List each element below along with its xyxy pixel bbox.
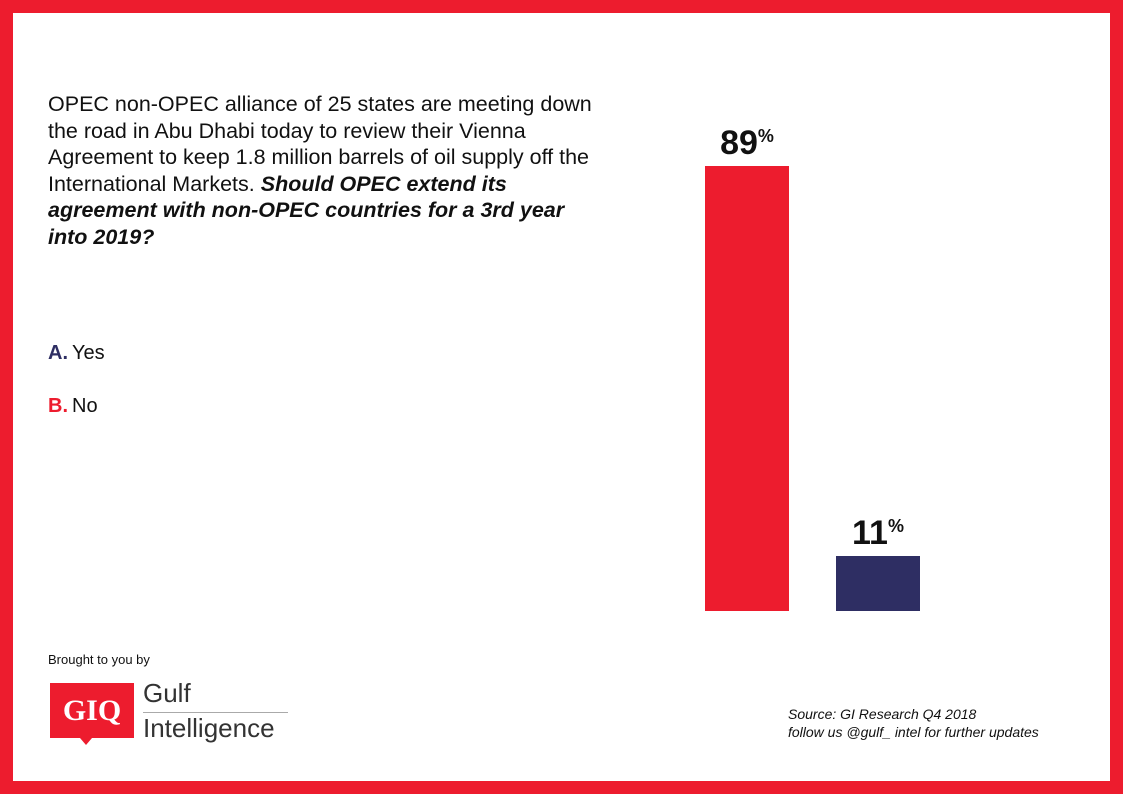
follow-note: follow us @gulf_ intel for further updat… [788, 724, 1039, 740]
question-emphasis: Should OPEC extend its agreement with no… [48, 171, 565, 249]
source: Source: GI Research Q4 2018 [788, 706, 977, 722]
legend-letter: B. [48, 395, 68, 417]
brought-by: Brought to you by [48, 652, 150, 667]
legend-item: B. No [48, 395, 98, 418]
value-label: 89% [720, 124, 774, 162]
question-text: OPEC non-OPEC alliance of 25 states are … [48, 92, 592, 196]
brand-name: Intelligence [143, 713, 275, 743]
question: OPEC non-OPEC alliance of 25 states are … [48, 91, 608, 250]
value-label: 11% [852, 514, 904, 552]
bar [836, 556, 920, 611]
brand-name: Gulf [143, 678, 191, 708]
brand-divider [143, 712, 288, 713]
legend-item: A. Yes [48, 342, 105, 365]
logo: GIQ [50, 683, 134, 745]
logo-bubble [50, 683, 134, 745]
legend-label: Yes [72, 342, 105, 364]
legend-letter: A. [48, 342, 68, 364]
legend-label: No [72, 395, 98, 417]
chart: 89% 11% [705, 124, 920, 611]
page-body: OPEC non-OPEC alliance of 25 states are … [13, 13, 1110, 781]
bar [705, 166, 789, 611]
logo-text: GIQ [63, 694, 121, 727]
